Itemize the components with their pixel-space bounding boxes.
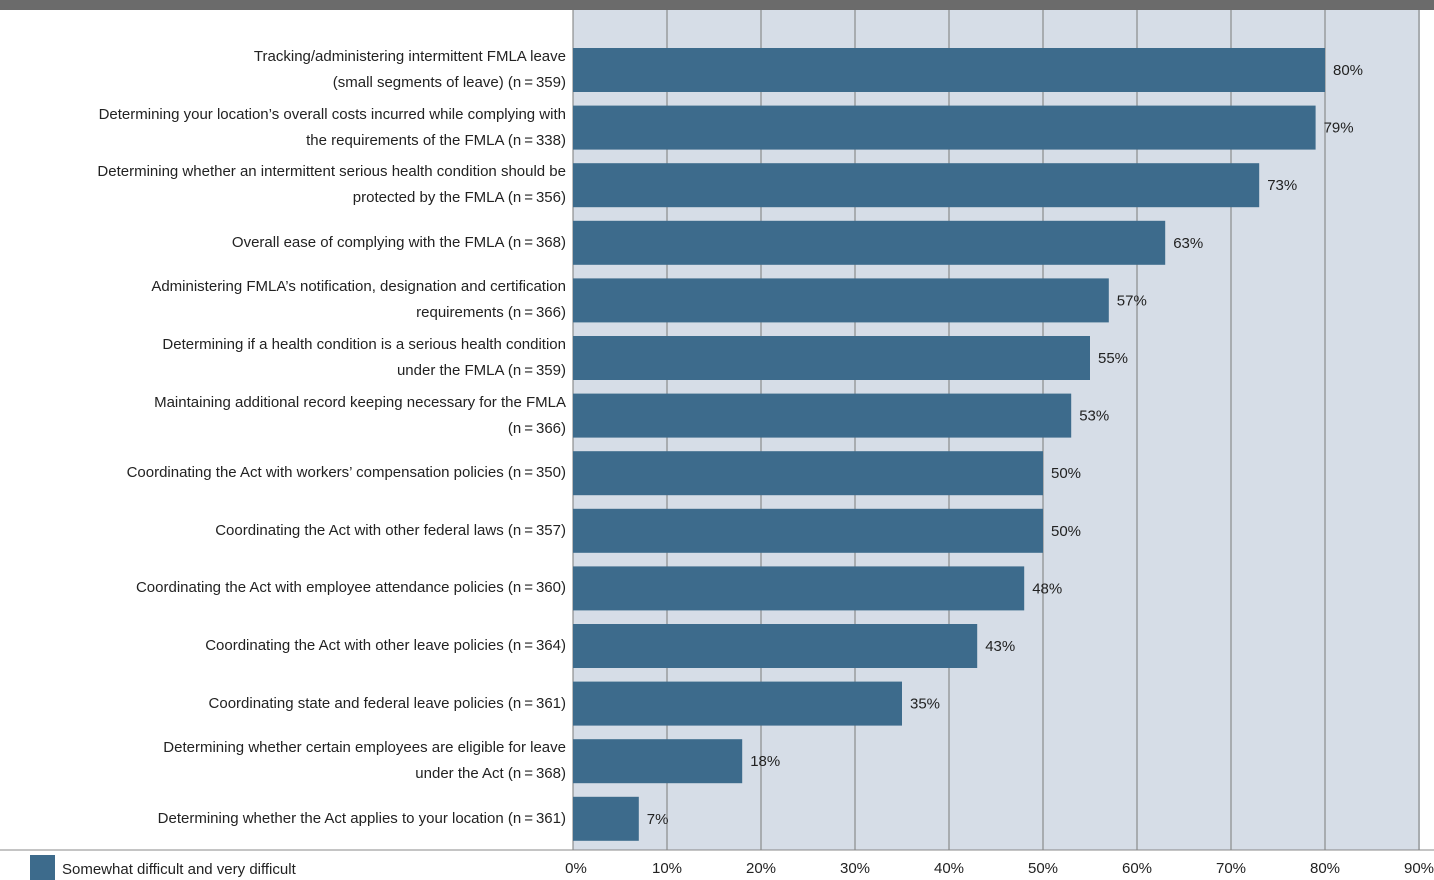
bar [573, 739, 743, 784]
value-label: 79% [1324, 120, 1354, 137]
bar [573, 796, 639, 841]
category-label: Coordinating the Act with other federal … [215, 521, 566, 539]
category-label: Determining your location’s overall cost… [98, 105, 566, 149]
legend-label: Somewhat difficult and very difficult [62, 861, 297, 878]
value-label: 63% [1173, 235, 1203, 252]
category-label: Determining whether certain employees ar… [163, 739, 566, 783]
category-label: Determining whether an intermittent seri… [97, 163, 566, 207]
category-label: Administering FMLA’s notification, desig… [151, 278, 566, 322]
category-label: Coordinating the Act with workers’ compe… [126, 464, 566, 482]
bar [573, 624, 978, 668]
x-tick-label: 50% [1028, 860, 1058, 877]
bar [573, 163, 1260, 208]
bar [573, 566, 1025, 611]
category-label: Determining if a health condition is a s… [162, 336, 566, 379]
bar [573, 681, 902, 726]
value-label: 80% [1333, 62, 1363, 79]
x-tick-label: 40% [934, 860, 964, 877]
bar [573, 393, 1072, 438]
bar [573, 220, 1166, 265]
value-label: 7% [647, 811, 669, 828]
x-tick-label: 80% [1310, 860, 1340, 877]
value-label: 48% [1032, 580, 1062, 597]
x-tick-label: 30% [840, 860, 870, 877]
bar [573, 48, 1325, 92]
bar [573, 451, 1043, 496]
value-label: 35% [910, 696, 940, 713]
x-tick-label: 20% [746, 860, 776, 877]
category-label: Coordinating the Act with other leave po… [205, 637, 566, 654]
value-label: 53% [1079, 408, 1109, 425]
bar [573, 278, 1109, 323]
category-label: Overall ease of complying with the FMLA … [231, 233, 566, 251]
legend-swatch [30, 855, 55, 880]
value-label: 57% [1117, 292, 1147, 309]
category-label: Coordinating state and federal leave pol… [208, 694, 566, 712]
top-band [0, 0, 1434, 10]
bar [573, 508, 1043, 553]
value-label: 43% [985, 638, 1015, 655]
category-label: Maintaining additional record keeping ne… [154, 393, 566, 437]
value-label: 18% [750, 753, 780, 770]
value-label: 50% [1051, 465, 1081, 482]
category-label: Determining whether the Act applies to y… [157, 809, 566, 827]
x-tick-label: 90% [1404, 860, 1434, 877]
value-label: 50% [1051, 523, 1081, 540]
bar [573, 336, 1090, 380]
x-tick-label: 10% [652, 860, 682, 877]
x-tick-label: 60% [1122, 860, 1152, 877]
category-label: Coordinating the Act with employee atten… [135, 579, 566, 597]
x-tick-label: 70% [1216, 860, 1246, 877]
category-label: Tracking/administering intermittent FMLA… [253, 48, 566, 91]
bar [573, 105, 1316, 150]
x-tick-label: 0% [565, 860, 587, 877]
value-label: 73% [1267, 177, 1297, 194]
value-label: 55% [1098, 350, 1128, 367]
